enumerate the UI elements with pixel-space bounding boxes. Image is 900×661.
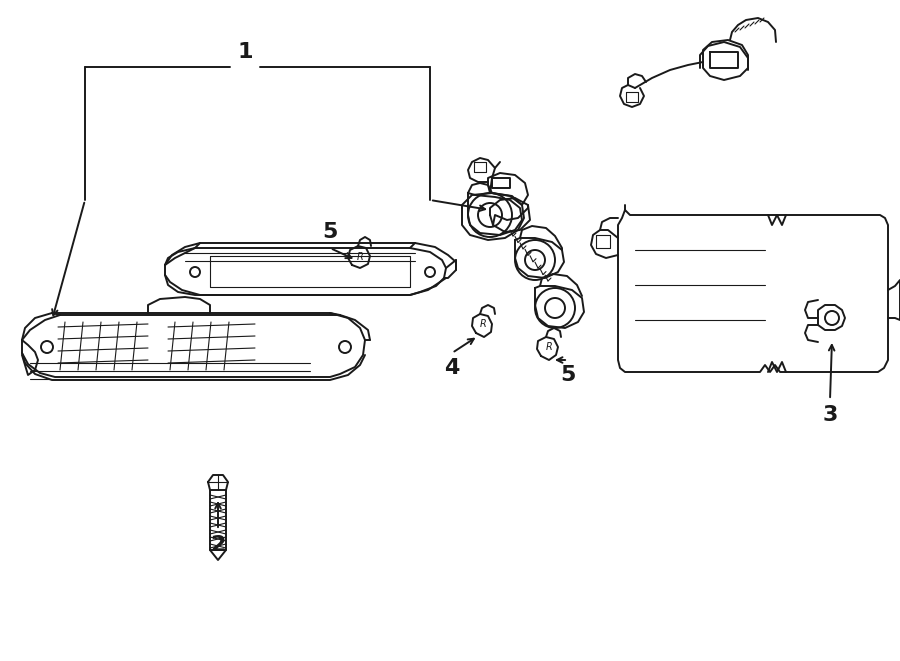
Text: 1: 1 (238, 42, 253, 62)
Text: 4: 4 (445, 358, 460, 378)
Text: 3: 3 (823, 405, 838, 425)
Text: R: R (356, 252, 364, 262)
Text: R: R (480, 319, 486, 329)
Text: R: R (545, 342, 553, 352)
Text: 5: 5 (561, 365, 576, 385)
Text: 2: 2 (211, 535, 226, 555)
Text: 5: 5 (322, 222, 338, 242)
